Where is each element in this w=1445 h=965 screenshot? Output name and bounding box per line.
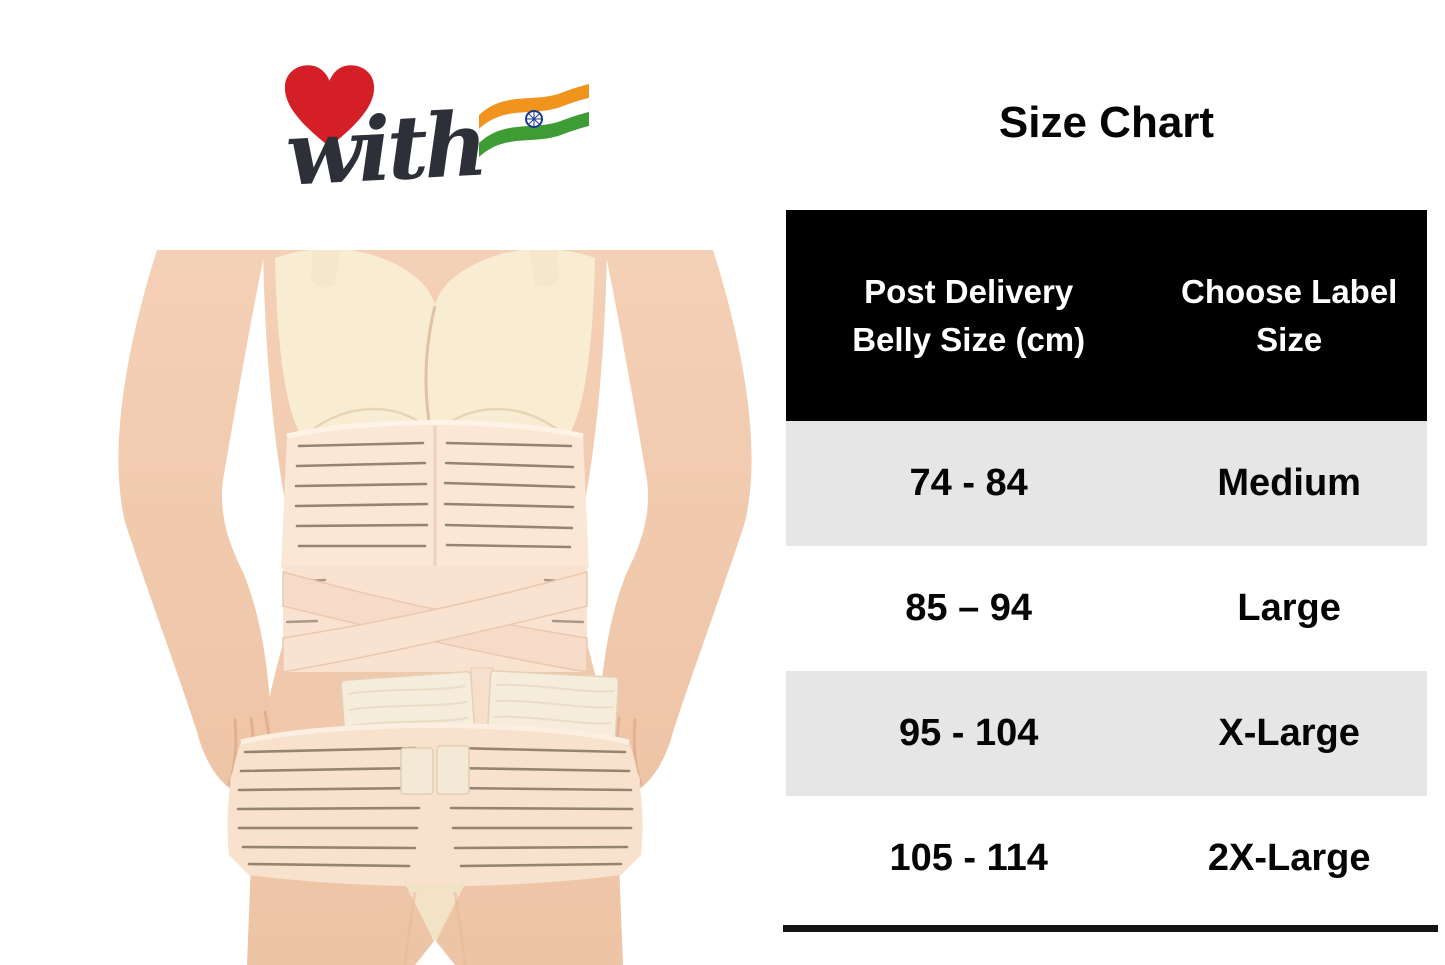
lower-body — [403, 880, 467, 965]
belly-size-value: 105 - 114 — [889, 837, 1048, 879]
size-chart-header-row: Post Delivery Belly Size (cm) Choose Lab… — [786, 210, 1427, 421]
waist-band — [282, 566, 588, 673]
india-flag-icon — [478, 84, 590, 157]
label-size-value: X-Large — [1218, 712, 1360, 754]
label-size-value: 2X-Large — [1207, 837, 1371, 879]
table-row: 74 - 84 Medium — [786, 421, 1427, 546]
left-arm — [118, 250, 273, 798]
right-arm — [597, 250, 752, 798]
pelvis-band — [227, 723, 643, 887]
pelvis-band-slits — [236, 746, 634, 868]
table-row: 105 - 114 2X-Large — [786, 796, 1427, 921]
header-belly-size: Post Delivery Belly Size (cm) — [852, 272, 1086, 358]
product-photo — [118, 250, 752, 965]
table-bottom-rule — [783, 925, 1438, 932]
header-label-size: Choose Label Size — [1180, 272, 1398, 358]
belly-size-value: 95 - 104 — [898, 712, 1039, 754]
label-size-value: Medium — [1217, 462, 1361, 504]
label-size-value: Large — [1237, 587, 1341, 629]
belly-band — [281, 420, 589, 568]
table-row: 95 - 104 X-Large — [786, 671, 1427, 796]
belly-band-slits — [294, 441, 576, 549]
table-row: 85 – 94 Large — [786, 546, 1427, 671]
belly-size-value: 85 – 94 — [905, 587, 1033, 629]
heart-icon — [284, 65, 375, 147]
size-chart-table: Post Delivery Belly Size (cm) Choose Lab… — [786, 210, 1427, 921]
size-chart-title: Size Chart — [998, 98, 1215, 147]
belly-size-value: 74 - 84 — [909, 462, 1028, 504]
